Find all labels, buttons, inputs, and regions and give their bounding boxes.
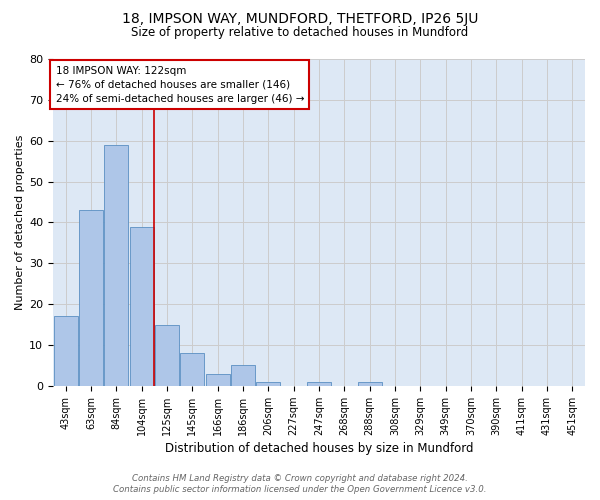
X-axis label: Distribution of detached houses by size in Mundford: Distribution of detached houses by size … <box>165 442 473 455</box>
Bar <box>181 353 205 386</box>
Text: 18 IMPSON WAY: 122sqm
← 76% of detached houses are smaller (146)
24% of semi-det: 18 IMPSON WAY: 122sqm ← 76% of detached … <box>56 66 304 104</box>
Bar <box>231 366 255 386</box>
Bar <box>79 210 103 386</box>
Bar <box>53 316 78 386</box>
Text: Size of property relative to detached houses in Mundford: Size of property relative to detached ho… <box>131 26 469 39</box>
Bar <box>206 374 230 386</box>
Bar <box>358 382 382 386</box>
Bar <box>256 382 280 386</box>
Bar <box>155 324 179 386</box>
Bar <box>307 382 331 386</box>
Text: Contains HM Land Registry data © Crown copyright and database right 2024.
Contai: Contains HM Land Registry data © Crown c… <box>113 474 487 494</box>
Bar <box>104 145 128 386</box>
Y-axis label: Number of detached properties: Number of detached properties <box>15 134 25 310</box>
Text: 18, IMPSON WAY, MUNDFORD, THETFORD, IP26 5JU: 18, IMPSON WAY, MUNDFORD, THETFORD, IP26… <box>122 12 478 26</box>
Bar <box>130 226 154 386</box>
